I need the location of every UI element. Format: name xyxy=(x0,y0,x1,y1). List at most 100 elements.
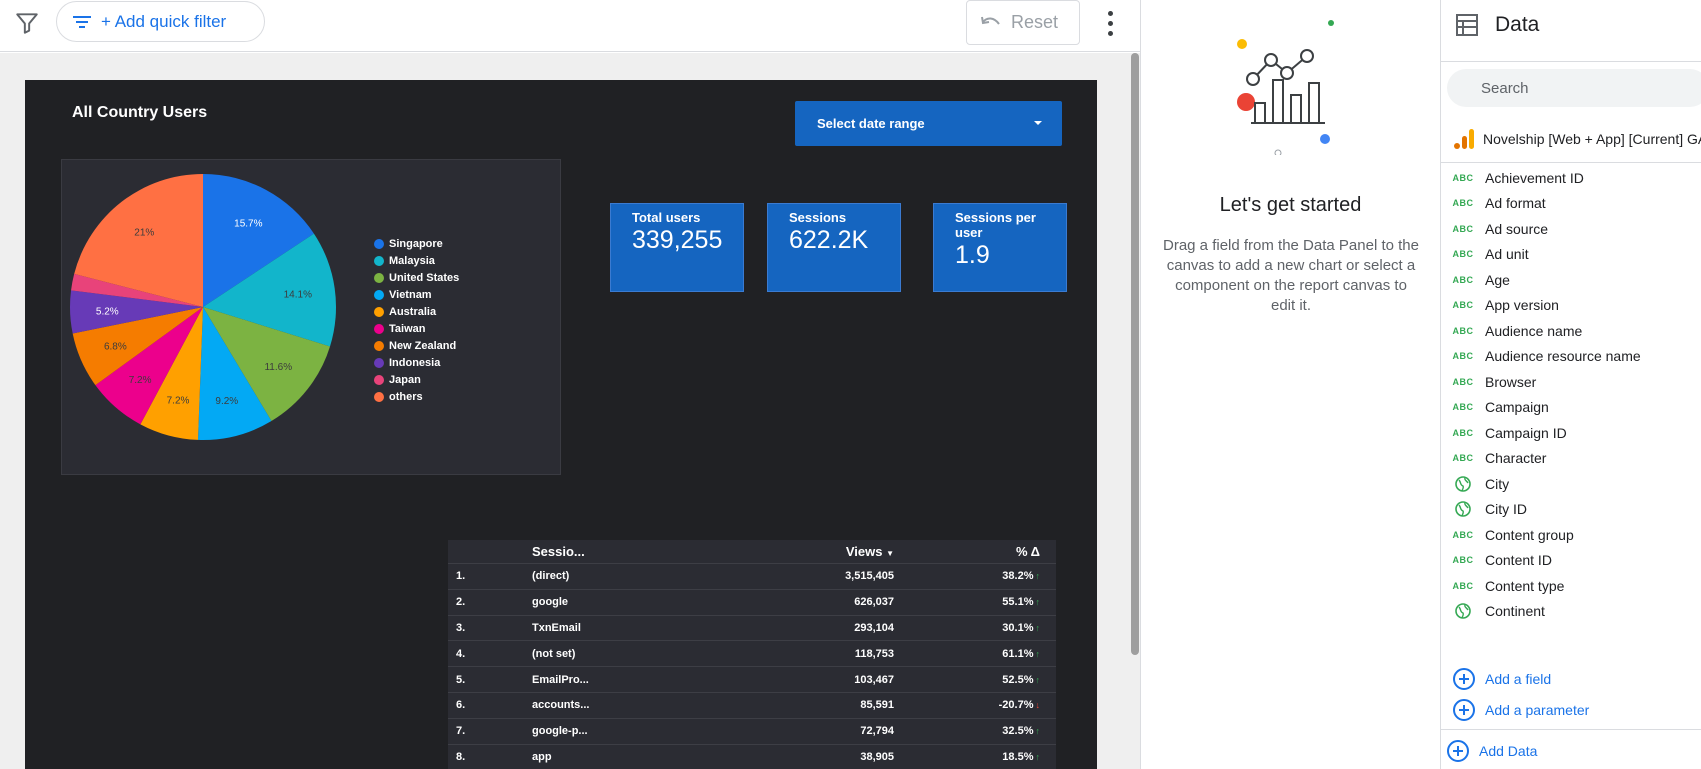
pie-slice-united-states[interactable] xyxy=(203,307,330,422)
text-dimension-icon: ABC xyxy=(1452,274,1474,285)
field-item[interactable]: ABC Age xyxy=(1441,266,1701,293)
row-session-source: google-p... xyxy=(532,725,588,738)
canvas-scrollbar-thumb[interactable] xyxy=(1131,53,1139,655)
data-source-item[interactable]: Novelship [Web + App] [Current] GA4 xyxy=(1453,128,1701,150)
field-item[interactable]: ABC Browser xyxy=(1441,368,1701,395)
pie-slice-taiwan[interactable] xyxy=(95,307,203,425)
field-name: Audience resource name xyxy=(1485,348,1641,364)
add-field-label: Add a field xyxy=(1485,671,1552,687)
pie-slice-japan[interactable] xyxy=(71,273,204,307)
legend-item[interactable]: Japan xyxy=(374,371,459,388)
row-index: 2. xyxy=(456,596,466,609)
field-item[interactable]: ABC Content type xyxy=(1441,572,1701,599)
data-panel-footer-divider xyxy=(1441,729,1701,730)
filter-icon[interactable] xyxy=(14,10,40,36)
legend-item[interactable]: New Zealand xyxy=(374,337,459,354)
legend-item[interactable]: others xyxy=(374,388,459,405)
table-row[interactable]: 8. app 38,905 18.5% ↑ xyxy=(448,745,1056,769)
legend-label: Indonesia xyxy=(389,356,441,369)
field-item[interactable]: ABC App version xyxy=(1441,292,1701,319)
row-views: 293,104 xyxy=(854,621,894,634)
legend-swatch xyxy=(374,306,384,317)
legend-item[interactable]: United States xyxy=(374,269,459,286)
field-item[interactable]: ABC Character xyxy=(1441,445,1701,472)
add-data-button[interactable]: Add Data xyxy=(1447,740,1537,762)
globe-icon xyxy=(1455,501,1471,517)
kpi-value: 622.2K xyxy=(789,226,869,254)
more-options-icon[interactable] xyxy=(1098,8,1122,38)
add-field-link[interactable]: Add a field xyxy=(1453,668,1551,690)
table-row[interactable]: 1. (direct) 3,515,405 38.2% ↑ xyxy=(448,564,1056,590)
pie-slice-singapore[interactable] xyxy=(203,174,314,307)
dropdown-caret-icon xyxy=(1034,121,1042,125)
row-pct-change: 61.1% ↑ xyxy=(1002,647,1041,660)
field-name: Content ID xyxy=(1485,552,1552,568)
legend-label: Malaysia xyxy=(389,254,435,267)
globe-icon xyxy=(1455,603,1471,619)
table-row[interactable]: 7. google-p... 72,794 32.5% ↑ xyxy=(448,719,1056,745)
field-name: City xyxy=(1485,475,1510,492)
field-item[interactable]: ABC Ad format xyxy=(1441,190,1701,217)
table-view-icon xyxy=(1456,14,1478,36)
field-name: Campaign xyxy=(1485,399,1549,415)
row-pct-change: 18.5% ↑ xyxy=(1002,750,1040,763)
date-range-selector[interactable]: Select date range xyxy=(795,101,1062,146)
field-item[interactable]: ABC Content ID xyxy=(1441,547,1701,574)
field-item[interactable]: Continent xyxy=(1441,598,1701,625)
table-row[interactable]: 5. EmailPro... 103,467 52.5% ↑ xyxy=(448,667,1056,693)
field-item[interactable]: ABC Ad unit xyxy=(1441,241,1701,268)
text-dimension-icon: ABC xyxy=(1452,453,1474,463)
legend-item[interactable]: Singapore xyxy=(374,235,459,252)
reset-button[interactable]: Reset xyxy=(966,0,1080,45)
legend-item[interactable]: Vietnam xyxy=(374,286,459,303)
search-input[interactable] xyxy=(1447,69,1701,107)
add-quick-filter-button[interactable]: + Add quick filter xyxy=(56,1,265,42)
table-row[interactable]: 3. TxnEmail 293,104 30.1% ↑ xyxy=(448,616,1056,642)
field-name: Ad unit xyxy=(1485,246,1529,262)
table-row[interactable]: 6. accounts... 85,591 -20.7% ↓ xyxy=(448,693,1056,719)
field-item[interactable]: ABC Content group xyxy=(1441,521,1701,548)
kpi-sessions-per-user[interactable]: Sessions per user 1.9 xyxy=(933,203,1067,292)
field-item[interactable]: City xyxy=(1441,470,1701,497)
arrow-up-icon: ↑ xyxy=(1035,622,1041,633)
pie-slice-australia[interactable] xyxy=(140,307,203,440)
header-pct-change[interactable]: % Δ xyxy=(1015,544,1040,559)
field-item[interactable]: ABC Audience resource name xyxy=(1441,343,1701,370)
row-index: 5. xyxy=(456,673,466,686)
arrow-up-icon: ↑ xyxy=(1035,648,1041,659)
field-name: Continent xyxy=(1485,603,1545,619)
field-item[interactable]: ABC Campaign ID xyxy=(1441,419,1701,446)
sessions-table[interactable]: Sessio... Views ▼ % Δ 1. (direct) 3,515,40… xyxy=(448,540,1056,769)
legend-swatch xyxy=(374,340,384,351)
field-item[interactable]: ABC Audience name xyxy=(1441,317,1701,344)
row-views: 3,515,405 xyxy=(845,570,894,583)
legend-item[interactable]: Taiwan xyxy=(374,320,459,337)
pie-slice-indonesia[interactable] xyxy=(70,290,203,334)
kpi-total-users[interactable]: Total users 339,255 xyxy=(610,203,744,292)
field-name: City ID xyxy=(1485,501,1527,517)
row-index: 7. xyxy=(456,725,466,738)
pie-slice-new-zealand[interactable] xyxy=(72,307,203,386)
row-index: 3. xyxy=(456,621,466,634)
pie-slice-others[interactable] xyxy=(74,174,203,307)
table-row[interactable]: 2. google 626,037 55.1% ↑ xyxy=(448,590,1056,616)
legend-item[interactable]: Malaysia xyxy=(374,252,459,269)
kpi-sessions[interactable]: Sessions 622.2K xyxy=(767,203,901,292)
add-parameter-link[interactable]: Add a parameter xyxy=(1453,699,1589,721)
get-started-title: Let's get started xyxy=(1219,194,1362,216)
field-item[interactable]: City ID xyxy=(1441,496,1701,523)
table-row[interactable]: 4. (not set) 118,753 61.1% ↑ xyxy=(448,641,1056,668)
legend-item[interactable]: Indonesia xyxy=(374,354,459,371)
field-item[interactable]: ABC Campaign xyxy=(1441,394,1701,421)
pie-slice-vietnam[interactable] xyxy=(197,307,272,440)
header-views[interactable]: Views ▼ xyxy=(845,544,894,559)
row-session-source: (not set) xyxy=(532,647,576,660)
field-item[interactable]: ABC Ad source xyxy=(1441,215,1701,242)
field-item[interactable]: ABC Achievement ID xyxy=(1441,164,1701,191)
legend-label: others xyxy=(389,390,423,403)
pie-chart-card[interactable]: 15.7% 14.1% 11.6% 9.2% 7.2% 7.2% 6.8% 5.2% 21% S… xyxy=(61,159,561,475)
header-session-source[interactable]: Sessio... xyxy=(532,544,585,559)
text-dimension-icon: ABC xyxy=(1452,223,1474,234)
pie-slice-malaysia[interactable] xyxy=(203,233,336,347)
legend-item[interactable]: Australia xyxy=(374,303,459,320)
